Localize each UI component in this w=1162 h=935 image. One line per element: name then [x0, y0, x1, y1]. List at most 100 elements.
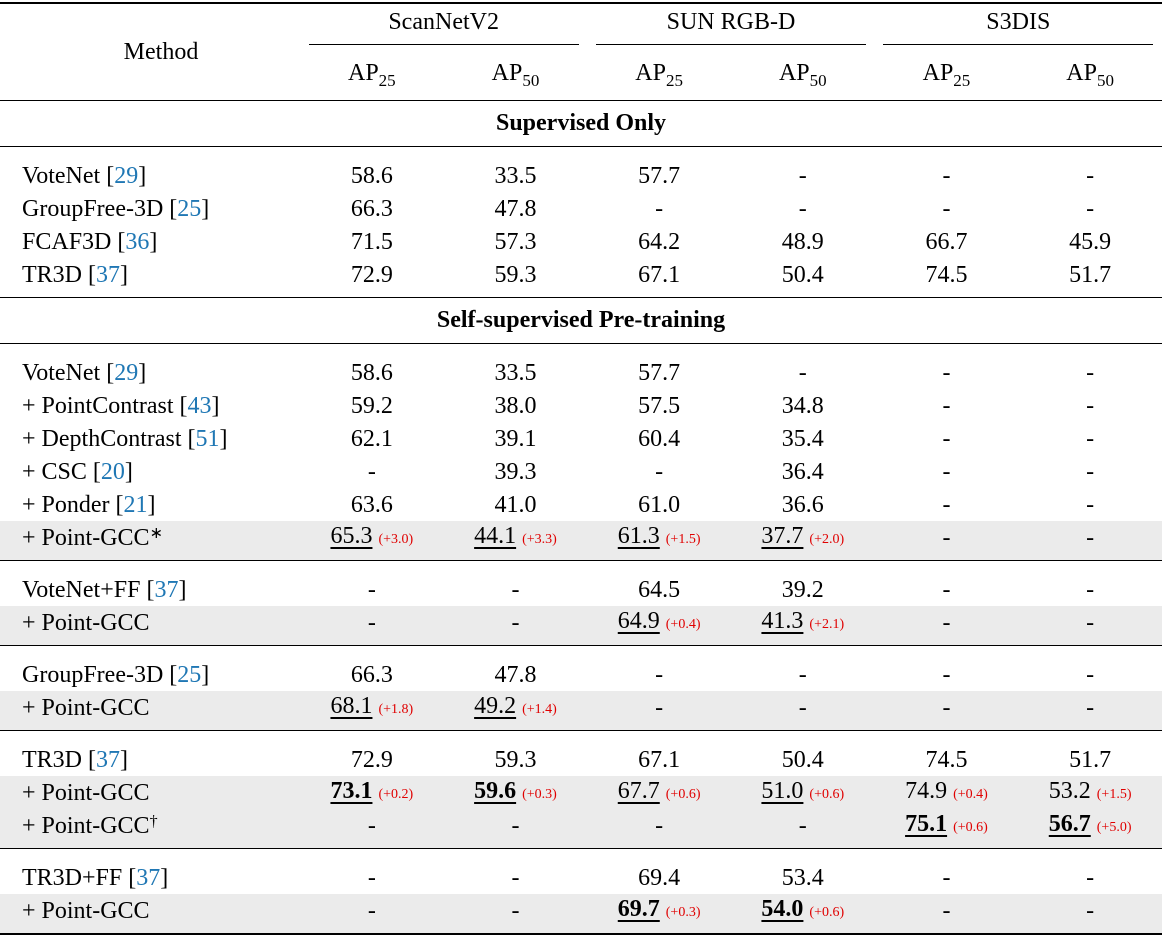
value-cell: 41.3 (+2.1)	[730, 606, 875, 646]
value: 65.3	[330, 522, 373, 549]
method-text: + PointContrast [	[22, 392, 188, 419]
section-title: Self-supervised Pre-training	[0, 297, 1162, 344]
delta: (+0.4)	[665, 616, 701, 632]
method-text: + Point-GCC	[22, 609, 150, 636]
citation: 37	[136, 864, 161, 891]
method-cell: + Ponder [21]	[0, 488, 300, 521]
method-text: ]	[201, 195, 210, 222]
value-cell: -	[874, 894, 1019, 935]
method-cell: + Point-GCC†	[0, 809, 300, 849]
value: 51.0	[761, 777, 804, 804]
value-cell: 67.7 (+0.6)	[587, 776, 731, 809]
value: 34.8	[781, 392, 824, 419]
delta: (+3.3)	[522, 531, 557, 547]
delta: (+2.0)	[809, 531, 845, 547]
table-row: + Ponder [21] 63.6 41.0 61.0 36.6 - -	[0, 488, 1162, 521]
value-cell: -	[300, 455, 444, 488]
table-row: VoteNet+FF [37] - - 64.5 39.2 - -	[0, 560, 1162, 606]
value: 47.8	[494, 661, 537, 688]
value-cell: 61.0	[587, 488, 731, 521]
value-cell: -	[300, 606, 444, 646]
delta: (+0.6)	[809, 904, 845, 920]
method-cell: TR3D [37]	[0, 730, 300, 776]
value-cell: -	[1018, 645, 1162, 691]
value-cell: 47.8	[443, 645, 588, 691]
value: -	[1086, 392, 1095, 419]
value-cell: 39.1	[444, 422, 588, 455]
method-text: + Point-GCC	[22, 779, 150, 806]
value-cell: 59.6 (+0.3)	[443, 776, 588, 809]
method-text: ]	[124, 458, 133, 485]
value: -	[1086, 661, 1095, 688]
method-cell: TR3D+FF [37]	[0, 848, 300, 894]
value: 72.9	[350, 746, 393, 773]
row-block: TR3D+FF [37] - - 69.4 53.4 - - + Point-GCC - - 69.…	[0, 848, 1162, 935]
section-title-row: Self-supervised Pre-training	[0, 297, 1162, 344]
value: -	[655, 694, 664, 721]
value: 47.8	[494, 195, 537, 222]
value-cell: 36.6	[731, 488, 875, 521]
value: 49.2	[474, 692, 517, 719]
value-cell: 48.9	[731, 225, 875, 258]
value: 41.0	[494, 491, 537, 518]
value-cell: 58.6	[300, 343, 444, 389]
value: -	[942, 864, 951, 891]
value-cell: -	[1018, 521, 1162, 561]
method-text: GroupFree-3D [	[22, 661, 178, 688]
value: 71.5	[350, 228, 393, 255]
metric-base: AP	[778, 59, 810, 86]
value: 45.9	[1069, 228, 1112, 255]
value-cell: 74.5	[875, 258, 1019, 298]
citation: 20	[100, 458, 125, 485]
value: 66.3	[350, 195, 393, 222]
method-cell: + Point-GCC	[0, 606, 300, 646]
value: 74.9	[905, 777, 948, 804]
value: 62.1	[350, 425, 393, 452]
table-row: + Point-GCC - - 64.9 (+0.4) 41.3 (+2.1) - -	[0, 606, 1162, 646]
value-cell: 61.3 (+1.5)	[587, 521, 731, 561]
value: -	[942, 576, 951, 603]
value: 41.3	[761, 607, 804, 634]
method-text: ]	[120, 261, 128, 288]
value-cell: 62.1	[300, 422, 444, 455]
value-cell: -	[1018, 389, 1162, 422]
value-cell: -	[443, 606, 588, 646]
group-label: SUN RGB-D	[595, 9, 866, 45]
value-cell: 66.7	[875, 225, 1019, 258]
value-cell: 75.1 (+0.6)	[874, 809, 1019, 849]
metric-header: AP25	[300, 50, 444, 101]
method-text: + Point-GCC	[22, 812, 150, 839]
value: 69.4	[638, 864, 681, 891]
metric-sub: 50	[1096, 70, 1114, 90]
value: 69.7	[617, 895, 660, 922]
table-row: + Point-GCC 68.1 (+1.8) 49.2 (+1.4) - - - -	[0, 691, 1162, 731]
value-cell: -	[731, 192, 875, 225]
metric-base: AP	[922, 59, 954, 86]
value: -	[1086, 195, 1095, 222]
metric-sub: 25	[378, 70, 396, 90]
value-cell: -	[730, 343, 875, 389]
value: -	[942, 694, 951, 721]
value-cell: 74.9 (+0.4)	[874, 776, 1019, 809]
value-cell: -	[874, 343, 1019, 389]
value: 39.2	[781, 576, 824, 603]
value: 64.2	[638, 228, 681, 255]
value-cell: -	[443, 894, 588, 935]
value-cell: 36.4	[731, 455, 875, 488]
method-text: TR3D [	[22, 746, 96, 773]
value-cell: 51.7	[1018, 258, 1162, 298]
method-cell: + CSC [20]	[0, 455, 300, 488]
value: 59.6	[474, 777, 517, 804]
value-cell: -	[730, 691, 875, 731]
value: -	[942, 491, 951, 518]
delta: (+0.4)	[953, 786, 988, 802]
value: 50.4	[781, 261, 824, 288]
group-header: S3DIS	[874, 2, 1162, 50]
method-text: FCAF3D [	[22, 228, 126, 255]
method-cell: GroupFree-3D [25]	[0, 192, 300, 225]
citation: 43	[187, 392, 212, 419]
value-cell: -	[587, 455, 731, 488]
value-cell: -	[875, 389, 1019, 422]
value-cell: 50.4	[731, 258, 875, 298]
value-cell: -	[875, 192, 1019, 225]
